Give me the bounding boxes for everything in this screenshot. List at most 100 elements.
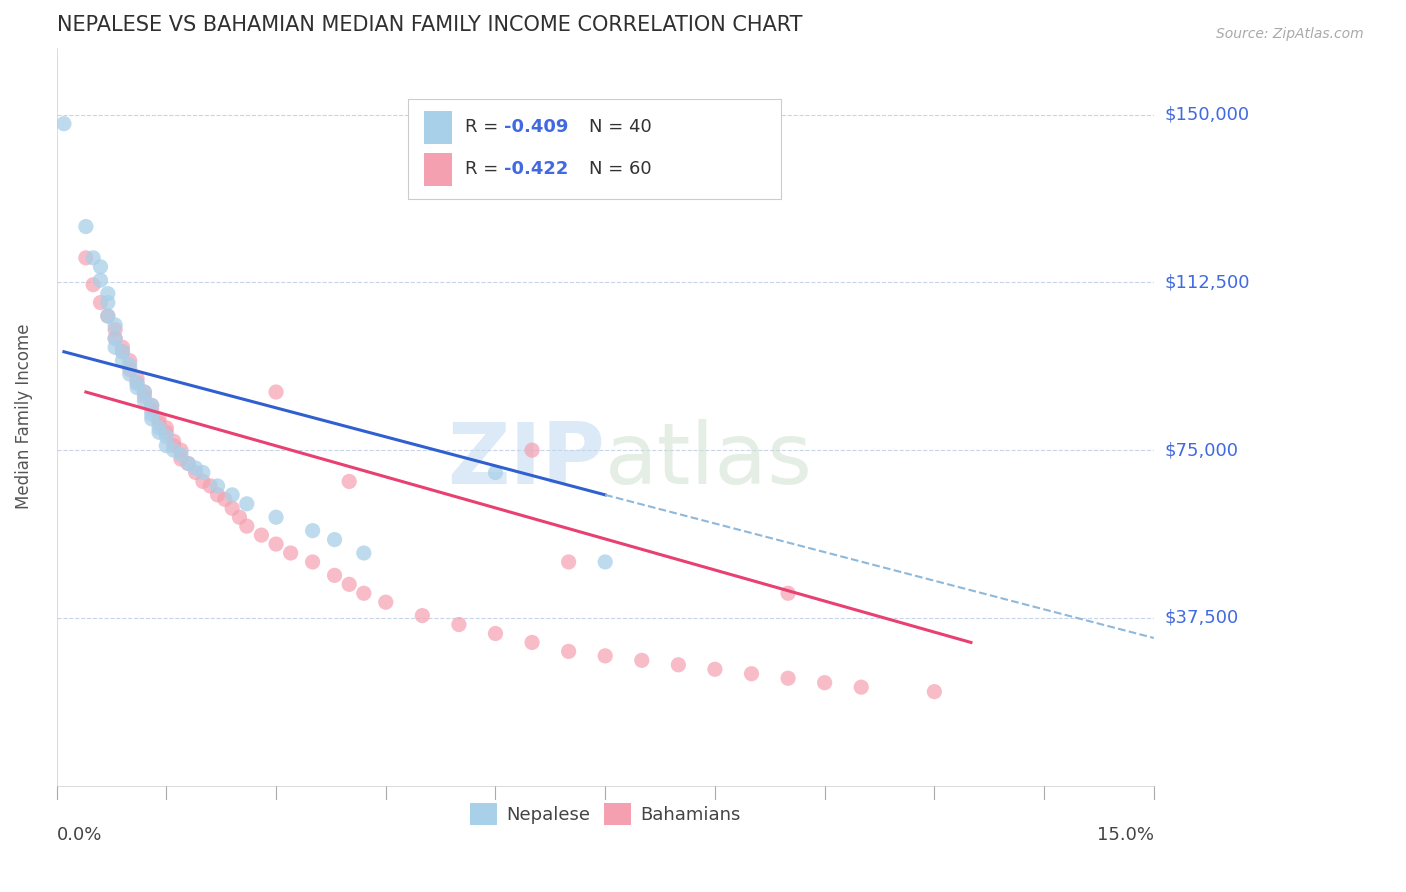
Point bbox=[148, 421, 170, 435]
Point bbox=[214, 492, 236, 507]
FancyBboxPatch shape bbox=[425, 153, 451, 186]
Text: ZIP: ZIP bbox=[447, 419, 605, 502]
Point bbox=[184, 461, 207, 475]
Point bbox=[353, 546, 375, 560]
Point bbox=[97, 286, 120, 301]
Point bbox=[374, 595, 396, 609]
Point bbox=[447, 617, 470, 632]
Point bbox=[170, 452, 193, 467]
Point bbox=[924, 684, 946, 698]
Point bbox=[170, 448, 193, 462]
Point bbox=[740, 666, 762, 681]
Point bbox=[264, 537, 287, 551]
Point bbox=[111, 353, 134, 368]
Point bbox=[177, 457, 200, 471]
Point bbox=[82, 251, 104, 265]
Point bbox=[221, 501, 243, 516]
Point bbox=[148, 425, 170, 440]
Point bbox=[104, 322, 127, 336]
Point bbox=[264, 510, 287, 524]
Point bbox=[89, 260, 111, 274]
Point bbox=[134, 384, 156, 399]
Point bbox=[89, 295, 111, 310]
Point bbox=[520, 443, 543, 458]
Point bbox=[323, 533, 346, 547]
Point bbox=[163, 434, 186, 449]
Text: -0.409: -0.409 bbox=[505, 119, 568, 136]
Text: $75,000: $75,000 bbox=[1166, 442, 1239, 459]
Point bbox=[200, 479, 222, 493]
Point bbox=[141, 412, 163, 426]
Point bbox=[163, 439, 186, 453]
Point bbox=[148, 417, 170, 431]
Point bbox=[52, 117, 75, 131]
Point bbox=[155, 425, 177, 440]
Point bbox=[111, 340, 134, 354]
Point bbox=[184, 466, 207, 480]
Point bbox=[776, 671, 799, 685]
Point bbox=[134, 393, 156, 408]
Text: atlas: atlas bbox=[605, 419, 813, 502]
Point bbox=[104, 340, 127, 354]
Point bbox=[118, 362, 141, 376]
FancyBboxPatch shape bbox=[408, 99, 780, 199]
Point bbox=[666, 657, 689, 672]
Point bbox=[301, 555, 323, 569]
Point bbox=[353, 586, 375, 600]
Point bbox=[207, 479, 229, 493]
Point bbox=[557, 644, 579, 658]
Point bbox=[207, 488, 229, 502]
Point bbox=[630, 653, 652, 667]
Point bbox=[125, 371, 148, 385]
Point bbox=[191, 466, 214, 480]
Text: N = 60: N = 60 bbox=[589, 161, 651, 178]
Point bbox=[191, 475, 214, 489]
Point bbox=[155, 439, 177, 453]
Point bbox=[411, 608, 433, 623]
Text: NEPALESE VS BAHAMIAN MEDIAN FAMILY INCOME CORRELATION CHART: NEPALESE VS BAHAMIAN MEDIAN FAMILY INCOM… bbox=[56, 15, 801, 35]
Point bbox=[228, 510, 250, 524]
Point bbox=[125, 376, 148, 390]
Point bbox=[170, 443, 193, 458]
Point bbox=[97, 309, 120, 323]
Point bbox=[337, 577, 360, 591]
Text: 0.0%: 0.0% bbox=[56, 826, 103, 844]
Point bbox=[593, 648, 616, 663]
Point bbox=[118, 367, 141, 381]
Point bbox=[155, 430, 177, 444]
Point bbox=[134, 389, 156, 403]
Point bbox=[280, 546, 302, 560]
Point bbox=[236, 497, 259, 511]
Text: $37,500: $37,500 bbox=[1166, 609, 1239, 627]
Point bbox=[264, 384, 287, 399]
Point bbox=[814, 675, 837, 690]
Point bbox=[323, 568, 346, 582]
Text: R =: R = bbox=[465, 119, 503, 136]
Point bbox=[89, 273, 111, 287]
Point bbox=[97, 309, 120, 323]
Point bbox=[111, 344, 134, 359]
Point bbox=[557, 555, 579, 569]
Point bbox=[250, 528, 273, 542]
Legend: Nepalese, Bahamians: Nepalese, Bahamians bbox=[463, 796, 748, 832]
Point bbox=[484, 626, 506, 640]
Point bbox=[851, 680, 873, 694]
Point bbox=[163, 443, 186, 458]
Point bbox=[337, 475, 360, 489]
Point bbox=[221, 488, 243, 502]
Point bbox=[141, 399, 163, 413]
Point bbox=[104, 318, 127, 332]
Point bbox=[125, 376, 148, 390]
Point bbox=[75, 219, 97, 234]
Text: N = 40: N = 40 bbox=[589, 119, 651, 136]
Point bbox=[111, 344, 134, 359]
Point bbox=[177, 457, 200, 471]
Text: -0.422: -0.422 bbox=[505, 161, 568, 178]
Point bbox=[141, 408, 163, 422]
Point bbox=[520, 635, 543, 649]
Text: $112,500: $112,500 bbox=[1166, 274, 1250, 292]
Text: $150,000: $150,000 bbox=[1166, 106, 1250, 124]
Point bbox=[75, 251, 97, 265]
Point bbox=[236, 519, 259, 533]
Point bbox=[148, 412, 170, 426]
